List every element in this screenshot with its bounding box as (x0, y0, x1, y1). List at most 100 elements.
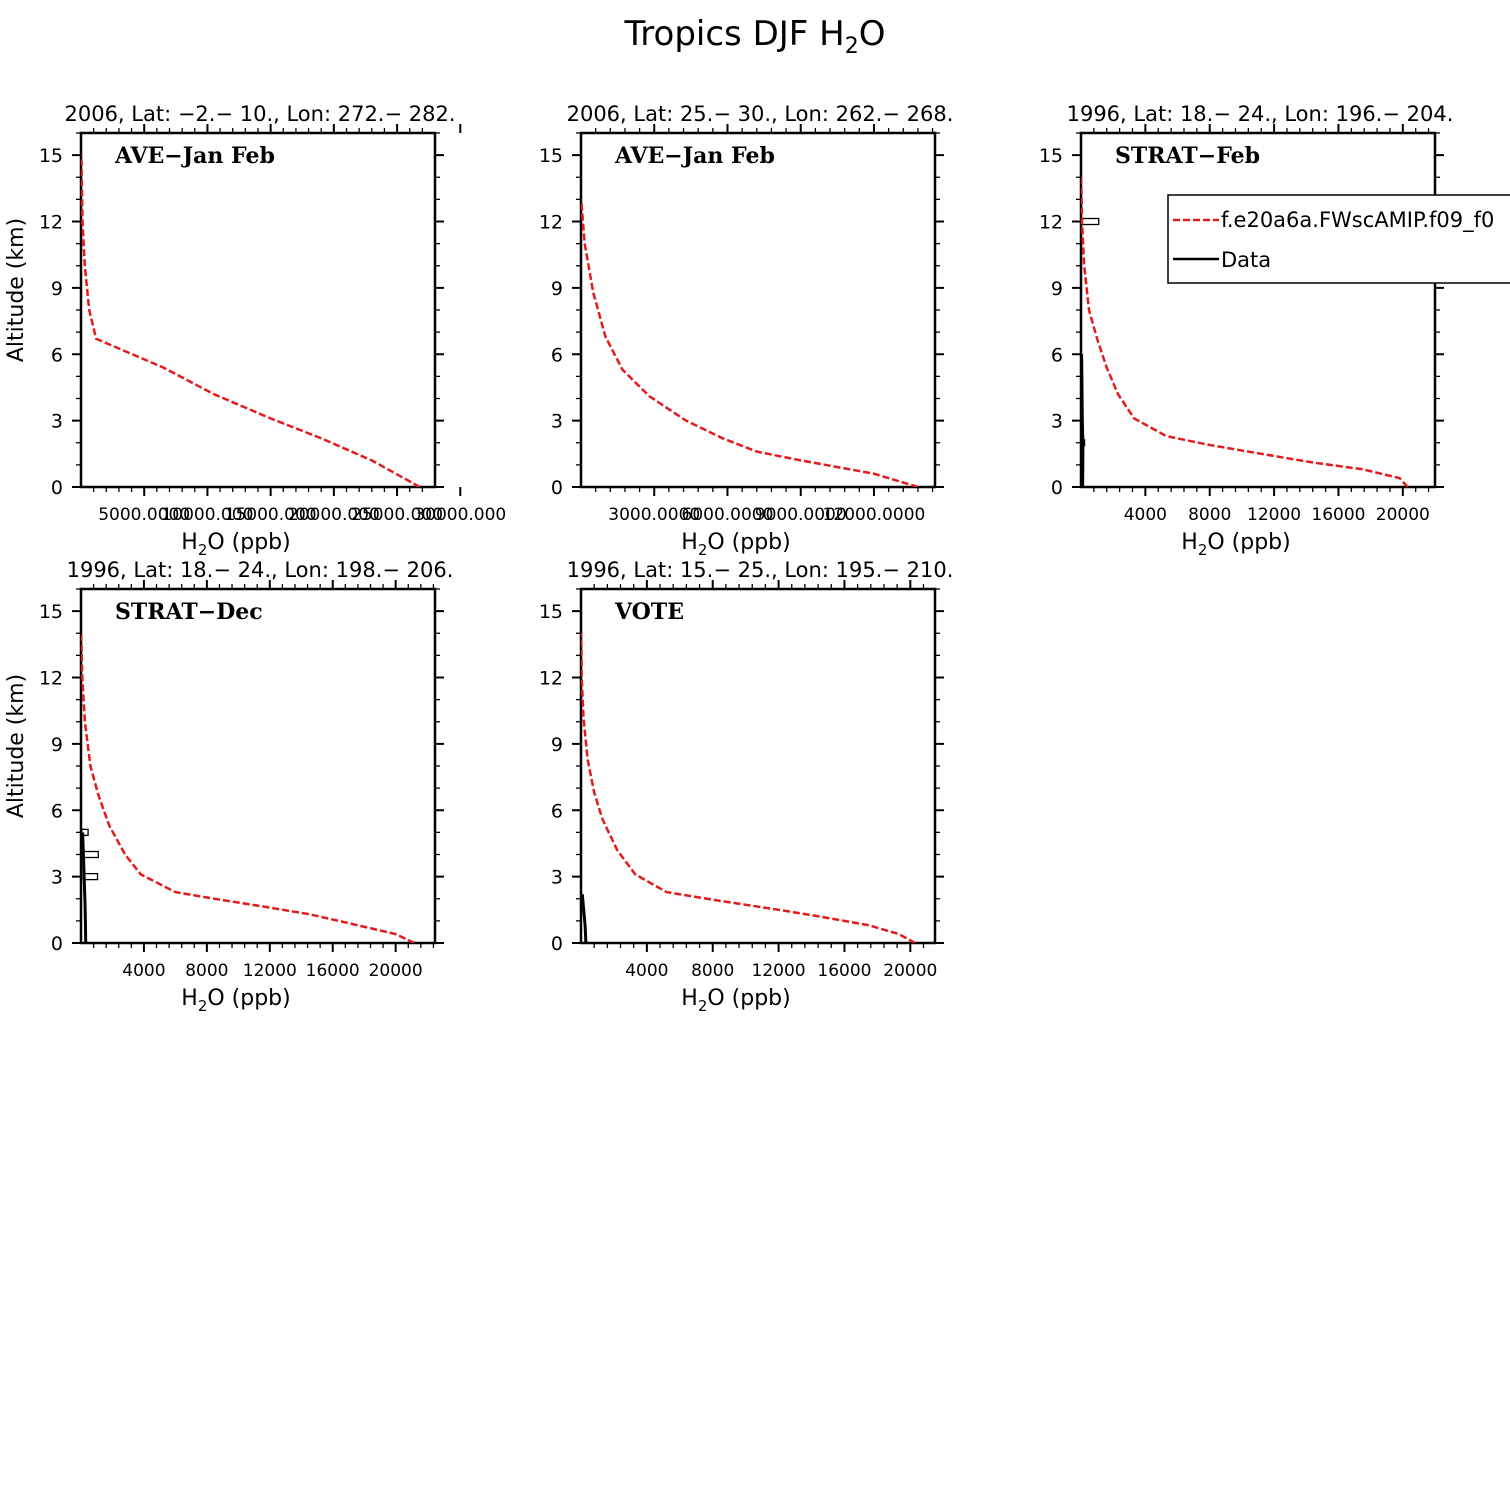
campaign-label: STRAT−Dec (115, 599, 263, 625)
y-tick-label: 6 (551, 800, 563, 822)
x-tick-label: 25000.000 (351, 505, 443, 525)
y-tick-label: 0 (1051, 477, 1063, 499)
data-profile-line (580, 894, 588, 944)
y-tick-label: 3 (51, 411, 63, 433)
x-tick-label: 16000 (1311, 505, 1365, 525)
model-series-line (81, 633, 416, 943)
campaign-label: VOTE (614, 599, 684, 625)
y-tick-label: 9 (1051, 278, 1063, 300)
x-axis-label: H2O (ppb) (181, 986, 290, 1015)
x-axis-label-subscript: 2 (698, 541, 708, 559)
x-tick-label: 9000.0000 (755, 505, 847, 525)
model-series-line (581, 199, 919, 487)
x-tick-label: 10000.000 (161, 505, 253, 525)
y-tick-label: 9 (551, 734, 563, 756)
y-tick-label: 3 (551, 411, 563, 433)
x-tick-label: 15000.000 (225, 505, 317, 525)
y-tick-label: 6 (1051, 344, 1063, 366)
x-axis-label-end: O (ppb) (207, 530, 290, 555)
y-tick-label: 15 (39, 145, 63, 167)
y-tick-label: 12 (1039, 212, 1063, 234)
x-tick-label: 12000.0000 (823, 505, 926, 525)
x-tick-label: 16000 (817, 961, 871, 981)
figure-title: Tropics DJF H2O (624, 14, 886, 59)
model-series-line (581, 633, 916, 943)
x-axis-label-main: H (1181, 530, 1198, 555)
legend: f.e20a6a.FWscAMIP.f09_f0 Data (1167, 194, 1510, 284)
panel-header: 1996, Lat: 15.− 25., Lon: 195.− 210. (567, 558, 954, 582)
figure-title-end: O (859, 14, 886, 54)
x-axis-label: H2O (ppb) (681, 986, 790, 1015)
campaign-label: AVE−Jan Feb (614, 143, 775, 169)
panel-header: 1996, Lat: 18.− 24., Lon: 196.− 204. (1067, 102, 1454, 126)
y-tick-label: 3 (51, 867, 63, 889)
x-tick-label: 8000 (1188, 505, 1231, 525)
panel-header: 2006, Lat: −2.− 10., Lon: 272.− 282. (64, 102, 455, 126)
x-tick-label: 16000 (306, 961, 360, 981)
x-axis-label: H2O (ppb) (681, 530, 790, 559)
y-tick-label: 9 (551, 278, 563, 300)
x-axis-label-end: O (ppb) (207, 986, 290, 1011)
x-tick-label: 4000 (122, 961, 165, 981)
x-tick-label: 12000 (1247, 505, 1301, 525)
x-tick-label: 6000.0000 (682, 505, 774, 525)
campaign-label: STRAT−Feb (1115, 143, 1260, 169)
y-tick-label: 6 (51, 800, 63, 822)
y-tick-label: 3 (1051, 411, 1063, 433)
x-axis-label: H2O (ppb) (181, 530, 290, 559)
x-tick-label: 8000 (691, 961, 734, 981)
x-axis-label-end: O (ppb) (707, 986, 790, 1011)
plot-frame (1079, 131, 1437, 489)
x-axis-label-subscript: 2 (198, 997, 208, 1015)
x-tick-label: 8000 (185, 961, 228, 981)
x-axis-label-subscript: 2 (1198, 541, 1208, 559)
y-tick-label: 3 (551, 867, 563, 889)
x-tick-label: 30000.000 (414, 505, 506, 525)
plot-frame (579, 131, 937, 489)
data-profile-line (81, 832, 88, 944)
x-tick-label: 12000 (243, 961, 297, 981)
panels: 2006, Lat: −2.− 10., Lon: 272.− 282. 0 3 6 9… (4, 102, 1510, 1015)
panel-4: 1996, Lat: 18.− 24., Lon: 198.− 206. 0 3 6 9… (4, 558, 453, 1015)
x-tick-label: 4000 (1124, 505, 1167, 525)
x-tick-label: 4000 (625, 961, 668, 981)
y-tick-label: 9 (51, 734, 63, 756)
panel-3: 1996, Lat: 18.− 24., Lon: 196.− 204. 0 3 6 9… (1039, 102, 1510, 559)
y-tick-label: 15 (39, 601, 63, 623)
y-tick-label: 15 (1039, 145, 1063, 167)
legend-model-label: f.e20a6a.FWscAMIP.f09_f0 (1221, 208, 1494, 233)
y-tick-label: 15 (539, 601, 563, 623)
y-tick-label: 12 (539, 212, 563, 234)
model-series-line (1081, 177, 1409, 487)
x-axis-label-end: O (ppb) (1207, 530, 1290, 555)
campaign-label: AVE−Jan Feb (114, 143, 275, 169)
x-axis-label-main: H (681, 986, 698, 1011)
panel-1: 2006, Lat: −2.− 10., Lon: 272.− 282. 0 3 6 9… (4, 102, 506, 559)
data-range-box (1080, 217, 1100, 226)
y-tick-label: 6 (51, 344, 63, 366)
y-tick-label: 12 (539, 668, 563, 690)
y-tick-label: 6 (551, 344, 563, 366)
legend-box (1167, 194, 1510, 284)
x-tick-label: 20000 (883, 961, 937, 981)
figure-title-subscript: 2 (845, 34, 859, 59)
data-profile-line (1080, 354, 1085, 488)
y-tick-label: 12 (39, 212, 63, 234)
x-axis-label: H2O (ppb) (1181, 530, 1290, 559)
x-tick-label: 20000.000 (288, 505, 380, 525)
plot-frame (79, 131, 437, 489)
x-axis-label-subscript: 2 (698, 997, 708, 1015)
plot-frame (79, 587, 437, 945)
y-tick-label: 9 (51, 278, 63, 300)
y-tick-label: 15 (539, 145, 563, 167)
x-tick-label: 5000.0000 (98, 505, 190, 525)
y-tick-label: 0 (51, 477, 63, 499)
x-tick-label: 20000 (1376, 505, 1430, 525)
data-range-box (81, 828, 89, 837)
panel-header: 2006, Lat: 25.− 30., Lon: 262.− 268. (567, 102, 954, 126)
x-tick-label: 3000.0000 (608, 505, 700, 525)
figure-title-main: Tropics DJF H (624, 14, 845, 54)
x-axis-label-end: O (ppb) (707, 530, 790, 555)
x-tick-label: 12000 (752, 961, 806, 981)
